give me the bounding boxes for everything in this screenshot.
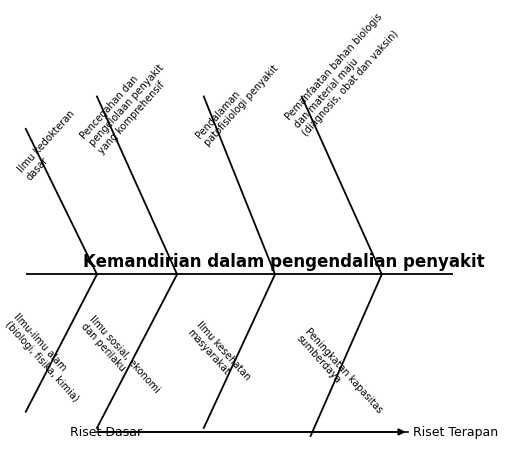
Text: Ilmu sosial, ekonomi
dan perilaku: Ilmu sosial, ekonomi dan perilaku (79, 313, 162, 401)
Text: Riset Terapan: Riset Terapan (413, 425, 498, 438)
Text: Ilmu kesehatan
masyarakat: Ilmu kesehatan masyarakat (185, 319, 252, 389)
Text: Ilmu kedokteran
dasar: Ilmu kedokteran dasar (16, 109, 86, 182)
Text: Kemandirian dalam pengendalian penyakit: Kemandirian dalam pengendalian penyakit (83, 253, 485, 271)
Text: Peningkatan kapasitas
sumberdaya: Peningkatan kapasitas sumberdaya (295, 325, 385, 421)
Text: Pemanfaatan bahan biologis
dan material maju
(diagnosis, obat dan vaksin): Pemanfaatan bahan biologis dan material … (283, 12, 402, 138)
Text: Pendalaman
patofisiologi penyakit: Pendalaman patofisiologi penyakit (195, 56, 281, 148)
Text: Riset Dasar: Riset Dasar (70, 425, 142, 438)
Text: Ilmu-ilmu alam
(biologi, fisika, kimia): Ilmu-ilmu alam (biologi, fisika, kimia) (3, 311, 89, 403)
Text: Pencegahan dan
pengelolaan penyakit
yang komprehensif: Pencegahan dan pengelolaan penyakit yang… (79, 55, 174, 156)
